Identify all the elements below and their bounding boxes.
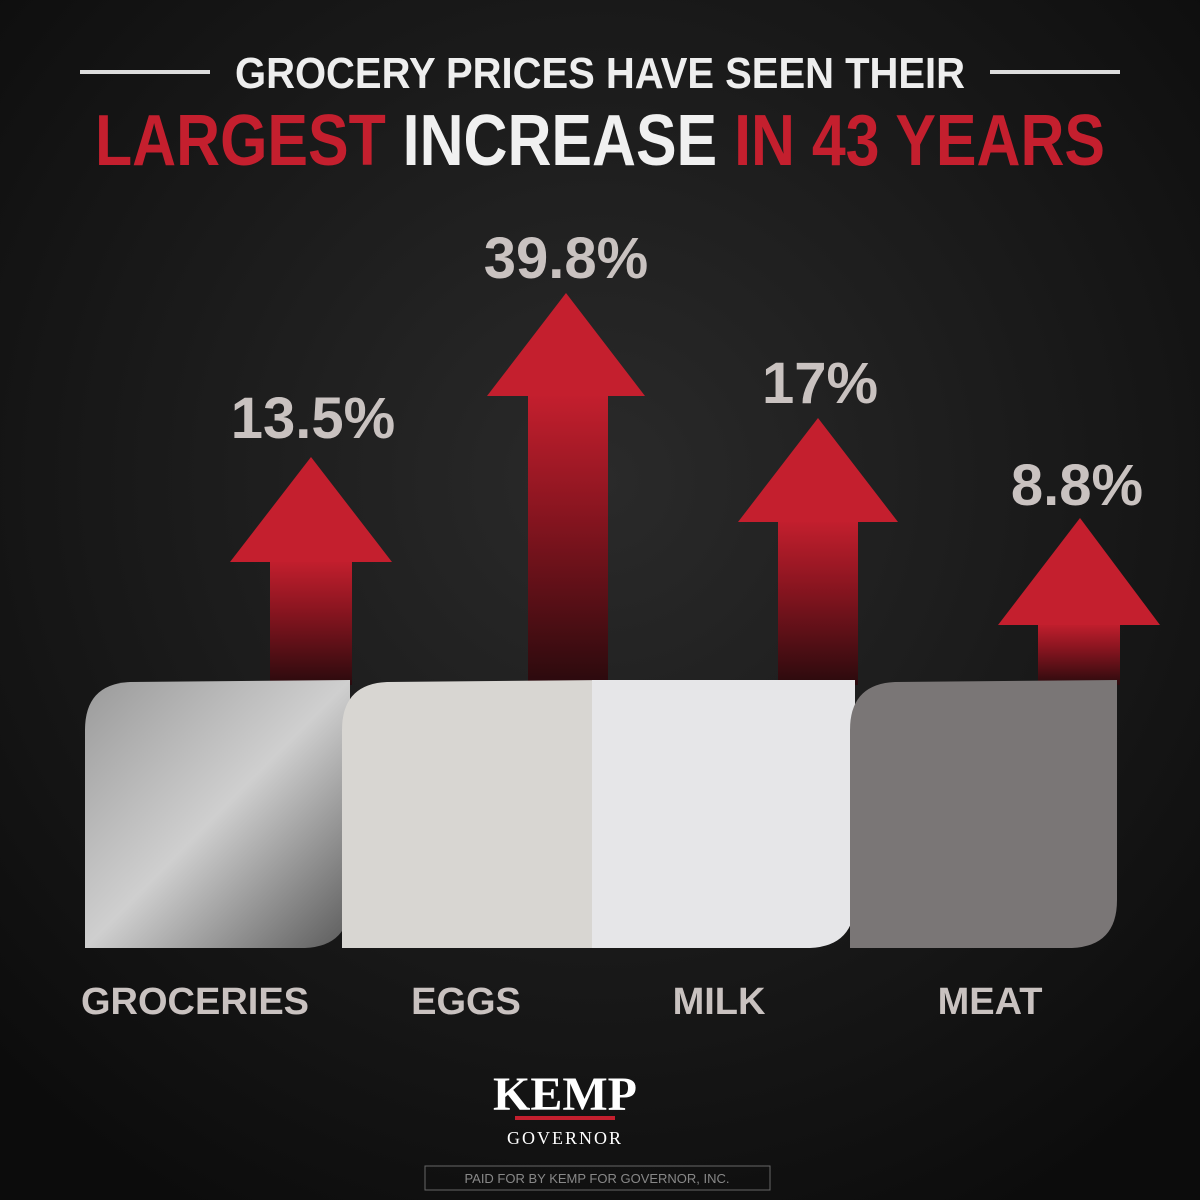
photo-eggs [342, 680, 605, 948]
photo-milk [592, 680, 855, 948]
footer: PAID FOR BY KEMP FOR GOVERNOR, INC. [464, 1171, 729, 1186]
arrow-shaft [1038, 623, 1120, 685]
item-label: GROCERIES [81, 981, 309, 1023]
item-label: MILK [673, 981, 766, 1023]
arrow-shaft [778, 520, 858, 685]
photo-groceries [85, 680, 350, 948]
arrow-head [230, 457, 392, 562]
change-value: 8.8% [1011, 453, 1143, 518]
arrow-shaft [270, 560, 352, 685]
logo-office: GOVERNOR [507, 1128, 623, 1148]
change-value: 17% [762, 351, 878, 416]
item-label: MEAT [938, 981, 1043, 1023]
item-label: EGGS [411, 981, 521, 1023]
photo-meat [850, 680, 1117, 948]
title-part: INCREASE [403, 101, 717, 181]
title-part: LARGEST [95, 101, 386, 181]
logo-rule [515, 1116, 615, 1120]
arrow-head [487, 293, 645, 396]
arrow-shafts [270, 394, 1120, 685]
footer-box [424, 1165, 771, 1191]
arrow-shaft [528, 394, 608, 685]
arrow-head [998, 518, 1160, 625]
title-part: IN 43 YEARS [734, 101, 1105, 181]
change-value: 13.5% [231, 386, 395, 451]
logo-name: KEMP [493, 1068, 637, 1121]
title-line: GROCERY PRICES HAVE SEEN THEIR [235, 49, 965, 98]
change-value: 39.8% [484, 226, 648, 291]
arrow-heads [230, 293, 1160, 625]
title-line: LARGEST INCREASE IN 43 YEARS [95, 101, 1105, 181]
arrow-head [738, 418, 898, 522]
